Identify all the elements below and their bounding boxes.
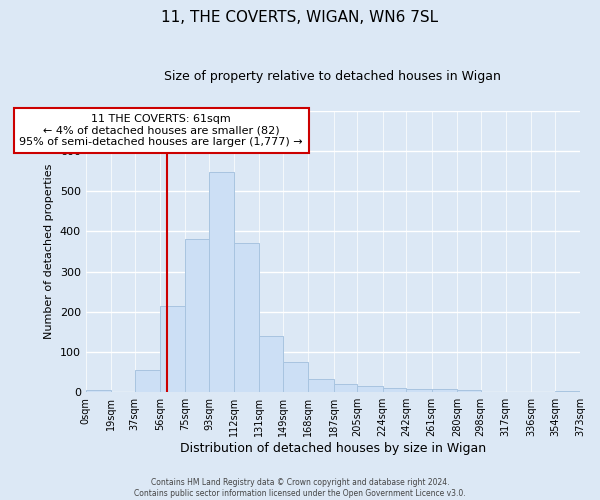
Bar xyxy=(234,244,259,392)
Bar xyxy=(209,172,234,392)
Text: 11, THE COVERTS, WIGAN, WN6 7SL: 11, THE COVERTS, WIGAN, WN6 7SL xyxy=(161,10,439,25)
Bar xyxy=(86,390,111,392)
Text: 11 THE COVERTS: 61sqm
← 4% of detached houses are smaller (82)
95% of semi-detac: 11 THE COVERTS: 61sqm ← 4% of detached h… xyxy=(19,114,303,147)
Bar xyxy=(358,386,383,392)
Y-axis label: Number of detached properties: Number of detached properties xyxy=(44,164,54,339)
Bar xyxy=(283,362,308,392)
Title: Size of property relative to detached houses in Wigan: Size of property relative to detached ho… xyxy=(164,70,502,83)
Bar xyxy=(555,390,580,392)
Bar xyxy=(259,336,283,392)
Bar xyxy=(135,370,160,392)
Bar xyxy=(431,389,457,392)
Bar xyxy=(334,384,358,392)
X-axis label: Distribution of detached houses by size in Wigan: Distribution of detached houses by size … xyxy=(180,442,486,455)
Bar xyxy=(457,390,481,392)
Bar xyxy=(308,379,334,392)
Bar xyxy=(383,388,406,392)
Bar xyxy=(160,306,185,392)
Text: Contains HM Land Registry data © Crown copyright and database right 2024.
Contai: Contains HM Land Registry data © Crown c… xyxy=(134,478,466,498)
Bar xyxy=(185,240,209,392)
Bar xyxy=(406,388,431,392)
